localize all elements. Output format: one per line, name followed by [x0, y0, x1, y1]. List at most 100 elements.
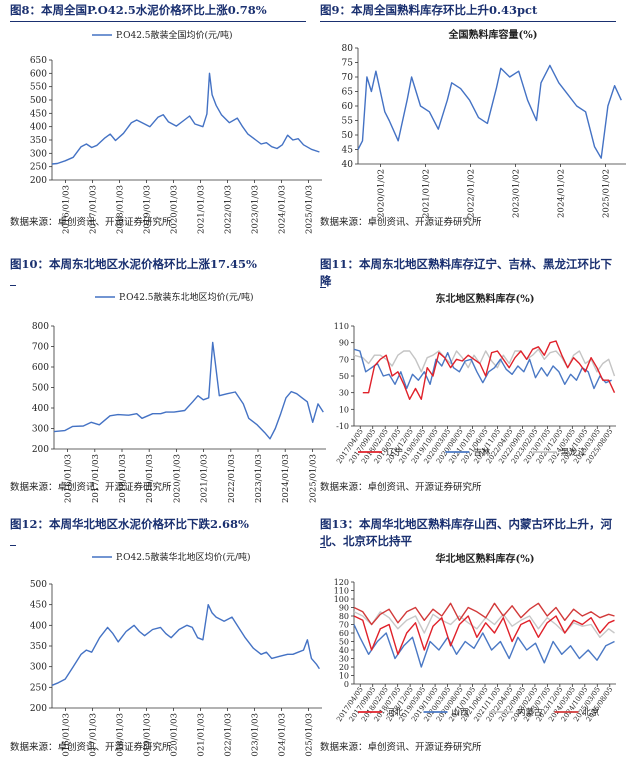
y-tick-label: 250 — [30, 163, 47, 173]
x-tick-label: 2024/01/03 — [281, 454, 291, 503]
y-tick-label: 10 — [339, 405, 349, 414]
y-tick-label: 110 — [334, 587, 349, 596]
y-tick-label: 120 — [334, 578, 349, 587]
x-tick-label: 2022/01/02 — [467, 169, 477, 218]
x-tick-label: 2021/01/02 — [422, 169, 432, 218]
y-tick-label: 90 — [339, 339, 349, 348]
y-tick-label: 200 — [30, 176, 47, 186]
y-tick-label: 400 — [32, 404, 49, 414]
y-tick-label: 45 — [342, 146, 354, 156]
x-tick-label: 2022/01/03 — [224, 713, 234, 757]
y-tick-label: 600 — [30, 69, 47, 79]
y-tick-label: 10 — [339, 672, 349, 681]
legend-label: P.O42.5散装东北地区均价(元/吨) — [119, 291, 254, 303]
x-tick-label: 2022/01/03 — [224, 185, 234, 234]
x-tick-label: 2025/01/03 — [305, 185, 315, 234]
source-note: 数据来源：卓创资讯、开源证券研究所 — [10, 482, 172, 493]
y-tick-label: 550 — [30, 83, 47, 93]
chart-north-cement-price: 200 250 300 350 400 450 500 2016/01/03 2017/01/0… — [30, 551, 322, 757]
chart-north-clinker-inventory: 华北地区熟料库存(%)01020304050607080901001101202… — [334, 552, 616, 723]
legend-label: 辽宁 — [386, 447, 403, 458]
y-tick-label: 30 — [339, 389, 349, 398]
y-tick-label: 400 — [30, 621, 47, 631]
y-tick-label: 110 — [334, 322, 349, 331]
chart-national-clinker-inventory: 全国熟料库容量(%) 40 45 50 55 60 65 70 75 80 2020/01/02 20… — [342, 28, 626, 218]
x-tick-label: 2020/01/02 — [377, 169, 387, 218]
y-tick-label: 250 — [30, 683, 47, 693]
y-tick-label: 60 — [339, 629, 349, 638]
y-tick-label: 90 — [339, 604, 349, 613]
legend-label: P.O42.5散装华北地区均价(元/吨) — [116, 551, 251, 563]
figure-13: 图13：本周华北地区熟料库存山西、内蒙古环比上升，河北、北京环比持平 华北地区熟… — [320, 516, 616, 754]
y-tick-label: 50 — [339, 372, 349, 381]
figure-title: 图10：本周东北地区水泥价格环比上涨17.45% — [10, 257, 257, 271]
x-tick-label: 2025/01/03 — [305, 713, 315, 757]
series-line-2 — [353, 348, 616, 377]
figure-title: 图8：本周全国P.O42.5水泥价格环比上涨0.78% — [10, 3, 267, 17]
x-tick-label: 2025/01/03 — [308, 454, 318, 503]
figure-title: 图13：本周华北地区熟料库存山西、内蒙古环比上升，河北、北京环比持平 — [320, 517, 613, 548]
y-tick-label: 50 — [339, 638, 349, 647]
x-tick-label: 2024/01/03 — [278, 713, 288, 757]
x-tick-label: 2016/01/03 — [62, 185, 72, 234]
legend-label: 内蒙古 — [517, 707, 543, 718]
y-tick-label: 55 — [342, 117, 354, 127]
y-tick-label: 60 — [342, 102, 354, 112]
y-tick-label: 700 — [32, 343, 49, 353]
legend-label: P.O42.5散装全国均价(元/吨) — [116, 29, 233, 41]
source-note: 数据来源：卓创资讯、开源证券研究所 — [10, 217, 172, 228]
x-tick-label: 2024/01/02 — [557, 169, 567, 218]
legend-label: 河北 — [386, 707, 404, 718]
x-tick-label: 2023/01/03 — [251, 713, 261, 757]
series-line-3 — [353, 602, 615, 626]
chart-northeast-clinker-inventory: 东北地区熟料库存(%)-1010305070901102017/04/05201… — [334, 292, 616, 465]
source-note: 数据来源：卓创资讯、开源证券研究所 — [10, 742, 172, 753]
source-note: 数据来源：卓创资讯、开源证券研究所 — [320, 482, 482, 493]
y-tick-label: 500 — [30, 580, 47, 590]
legend-label: 吉林 — [473, 447, 491, 458]
legend-label: 北京 — [583, 707, 600, 718]
y-tick-label: 40 — [342, 160, 354, 170]
y-tick-label: 0 — [344, 680, 349, 689]
y-tick-label: 75 — [342, 59, 354, 69]
chart-title: 东北地区熟料库存(%) — [436, 292, 535, 305]
legend-label: 山西 — [452, 707, 469, 718]
x-tick-label: 2016/01/03 — [64, 454, 74, 503]
x-tick-label: 2018/01/03 — [118, 454, 128, 503]
y-tick-label: 30 — [339, 655, 349, 664]
y-tick-label: 450 — [30, 109, 47, 119]
x-tick-label: 2019/01/03 — [143, 713, 153, 757]
figure-11: 图11：本周东北地区熟料库存辽宁、吉林、黑龙江环比下降 东北地区熟料库存(%) -… — [320, 256, 616, 493]
y-tick-label: 500 — [30, 96, 47, 106]
y-tick-label: 80 — [339, 612, 349, 621]
figure-9: 图9：本周全国熟料库存环比上升0.43pct 全国熟料库容量(%) 40 45 50 5… — [320, 2, 626, 232]
y-tick-label: 200 — [30, 704, 47, 714]
y-tick-label: 65 — [342, 88, 354, 98]
x-tick-label: 2023/01/03 — [254, 454, 264, 503]
chart-title: 华北地区熟料库存(%) — [436, 552, 535, 565]
y-tick-label: 450 — [30, 601, 47, 611]
source-note: 数据来源：卓创资讯、开源证券研究所 — [320, 217, 482, 228]
series-line-1 — [353, 348, 612, 390]
series-line-1 — [353, 624, 615, 668]
figure-10: 图10：本周东北地区水泥价格环比上涨17.45% 200 300 400 500 600… — [10, 256, 326, 503]
figure-12: 图12：本周华北地区水泥价格环比下跌2.68% 200 250 300 350 400 4… — [10, 516, 322, 757]
y-tick-label: 20 — [339, 663, 349, 672]
x-tick-label: 2025/01/02 — [602, 169, 612, 218]
x-tick-label: 2017/01/03 — [89, 713, 99, 757]
figure-title: 图9：本周全国熟料库存环比上升0.43pct — [320, 3, 538, 17]
x-tick-label: 2023/01/02 — [512, 169, 522, 218]
x-tick-label: 2023/01/03 — [251, 185, 261, 234]
x-tick-label: 2022/01/03 — [227, 454, 237, 503]
figure-8: 图8：本周全国P.O42.5水泥价格环比上涨0.78% 200 250 300 350… — [10, 2, 322, 234]
x-tick-label: 2019/01/03 — [143, 185, 153, 234]
y-tick-label: 70 — [342, 73, 354, 83]
chart-national-cement-price: 200 250 300 350 400 450 500 550 600 650 2016/01/03… — [30, 29, 322, 234]
x-tick-label: 2021/01/03 — [200, 454, 210, 503]
x-tick-label: 2017/01/03 — [89, 185, 99, 234]
y-tick-label: 650 — [30, 56, 47, 66]
figure-title: 图12：本周华北地区水泥价格环比下跌2.68% — [10, 517, 249, 531]
x-tick-label: 2021/01/03 — [197, 185, 207, 234]
series-line-0 — [362, 340, 616, 400]
figure-title: 图11：本周东北地区熟料库存辽宁、吉林、黑龙江环比下降 — [320, 257, 613, 288]
